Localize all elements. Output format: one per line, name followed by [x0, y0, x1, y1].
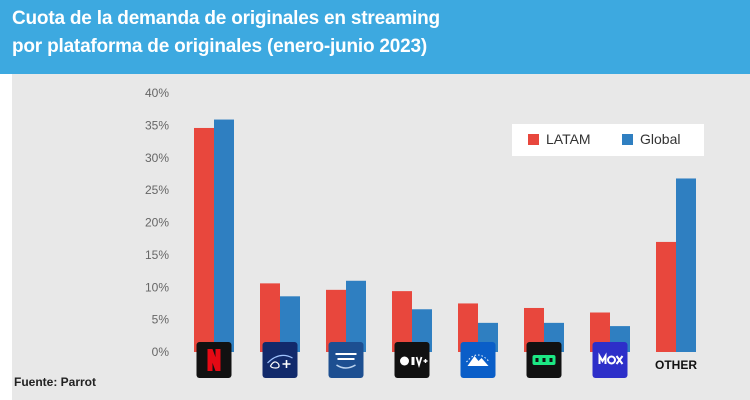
netflix-logo	[196, 342, 232, 378]
chart-title-line-2: por plataforma de originales (enero-juni…	[12, 36, 428, 57]
y-tick-label: 15%	[145, 248, 169, 262]
bar-latam	[458, 303, 478, 352]
y-tick-label: 25%	[145, 183, 169, 197]
chart-title-line-1: Cuota de la demanda de originales en str…	[12, 8, 440, 29]
legend-label-latam: LATAM	[546, 131, 591, 147]
paramount-plus-logo	[460, 342, 496, 378]
bar-latam	[260, 283, 280, 352]
y-tick-label: 35%	[145, 118, 169, 132]
source-note: Fuente: Parrot	[14, 375, 97, 389]
y-tick-label: 10%	[145, 280, 169, 294]
prime-video-logo	[328, 342, 364, 378]
legend-swatch-global	[622, 134, 633, 145]
legend-swatch-latam	[528, 134, 539, 145]
bar-global	[214, 119, 234, 352]
bar-global	[346, 280, 366, 352]
apple-tv-plus-logo	[394, 342, 430, 378]
y-tick-label: 40%	[145, 86, 169, 100]
bar-latam	[392, 291, 412, 352]
header-banner: Cuota de la demanda de originales en str…	[0, 0, 750, 74]
chart-panel: 0% 5% 10% 15% 20% 25% 30% 35% 40% OTHER LATAM Globa…	[12, 74, 750, 400]
bar-latam	[656, 241, 676, 352]
legend-label-global: Global	[640, 131, 680, 147]
y-tick-label: 20%	[145, 216, 169, 230]
bar-global	[412, 309, 432, 352]
bar-chart: 0% 5% 10% 15% 20% 25% 30% 35% 40% OTHER LATAM Globa…	[145, 86, 704, 378]
legend-box	[512, 124, 704, 156]
bar-latam	[194, 127, 214, 352]
bar-global	[676, 178, 696, 352]
max-logo	[592, 342, 628, 378]
y-tick-label: 0%	[152, 345, 170, 359]
x-category-label: OTHER	[655, 358, 697, 372]
disney-plus-logo	[262, 342, 298, 378]
y-tick-label: 5%	[152, 313, 170, 327]
legend: LATAM Global	[512, 124, 704, 156]
bar-global	[280, 296, 300, 352]
hulu-logo	[526, 342, 562, 378]
bar-latam	[524, 307, 544, 352]
bar-latam	[326, 289, 346, 352]
y-tick-label: 30%	[145, 151, 169, 165]
